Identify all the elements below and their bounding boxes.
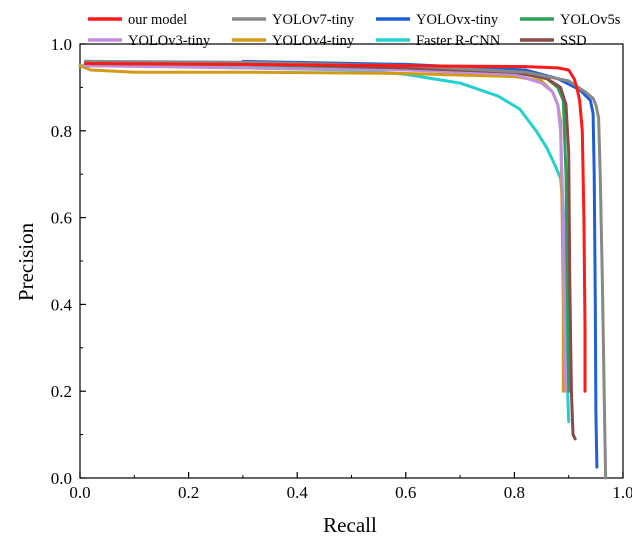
legend-label-yolov5s: YOLOv5s — [560, 12, 621, 28]
x-tick-label: 0.0 — [69, 483, 90, 502]
y-tick-label: 1.0 — [51, 35, 72, 54]
series-line-yolov3-tiny — [83, 64, 568, 393]
legend-label-our-model: our model — [128, 12, 187, 28]
x-tick-label: 1.0 — [612, 483, 632, 502]
legend-label-ssd: SSD — [560, 33, 587, 49]
legend-label-faster-r-cnn: Faster R-CNN — [416, 33, 501, 49]
legend-label-yolov4-tiny: YOLOv4-tiny — [272, 33, 355, 49]
series-line-yolov5s — [83, 62, 571, 393]
legend-label-yolov7-tiny: YOLOv7-tiny — [272, 12, 355, 28]
legend: our model YOLOv7-tiny YOLOvx-tiny YOLOv5s YO… — [88, 12, 621, 49]
y-axis-label: Precision — [14, 222, 38, 301]
x-tick-label: 0.8 — [504, 483, 525, 502]
y-tick-label: 0.8 — [51, 122, 72, 141]
legend-label-yolov3-tiny: YOLOv3-tiny — [128, 33, 211, 49]
plot-frame — [79, 43, 624, 479]
series-line-yolov4-tiny — [78, 64, 565, 393]
y-tick-label: 0.6 — [51, 209, 72, 228]
series-layer — [78, 59, 608, 480]
series-line-faster-r-cnn — [78, 64, 571, 424]
series-line-ssd — [83, 59, 577, 441]
series-line-yolovx-tiny — [241, 59, 599, 469]
plot-area-border — [79, 43, 624, 479]
x-axis-label: Recall — [323, 513, 377, 537]
x-tick-label: 0.4 — [287, 483, 309, 502]
x-tick-label: 0.2 — [178, 483, 199, 502]
y-tick-label: 0.4 — [51, 295, 73, 314]
y-tick-label: 0.0 — [51, 469, 72, 488]
y-tick-label: 0.2 — [51, 382, 72, 401]
legend-label-yolovx-tiny: YOLOvx-tiny — [416, 12, 499, 28]
x-tick-label: 0.6 — [395, 483, 416, 502]
series-line-our-model — [83, 62, 587, 393]
series-line-yolov7-tiny — [83, 59, 608, 480]
axis-ticks: 0.0 0.2 0.4 0.6 0.8 1.0 0.0 0.2 0.4 0.6 0.8 1.0 — [51, 35, 632, 502]
